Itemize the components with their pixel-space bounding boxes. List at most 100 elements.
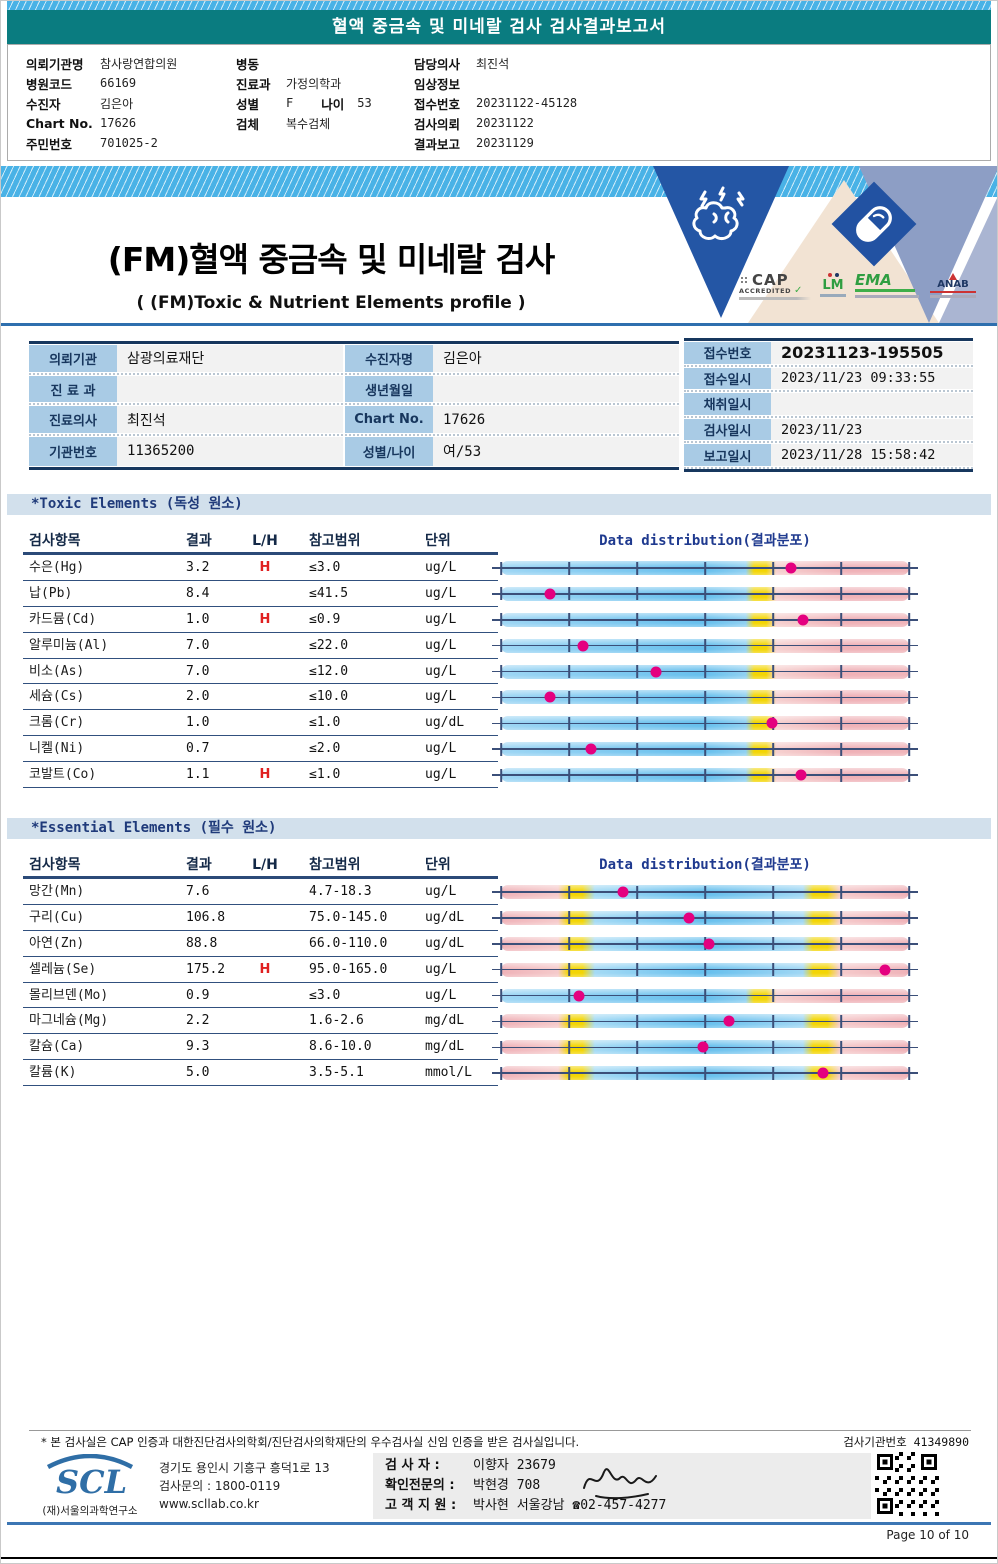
element-unit: ug/L xyxy=(425,663,457,679)
info-label: 진 료 과 xyxy=(29,375,117,403)
result-dot xyxy=(617,886,629,898)
toxic-table-header: 검사항목 결과 L/H 참고범위 단위 Data distribution(결과분포) xyxy=(23,528,975,554)
element-row: 수은(Hg) 3.2 H ≤3.0 ug/L xyxy=(23,555,975,581)
tick-mark xyxy=(908,768,910,782)
cap-caption-line xyxy=(739,297,811,300)
tick-mark xyxy=(840,742,842,756)
result-dot xyxy=(817,1067,829,1079)
anab-logo: ANAB xyxy=(930,273,976,298)
info-value: 삼광의료재단 xyxy=(117,345,343,372)
lab-address-block: 경기도 용인시 기흥구 흥덕1로 13 검사문의 : 1800-0119 www… xyxy=(159,1459,369,1513)
element-result: 106.8 xyxy=(186,909,226,925)
element-row: 아연(Zn) 88.8 66.0-110.0 ug/dL xyxy=(23,931,975,957)
element-result: 1.1 xyxy=(186,767,210,783)
tick-mark xyxy=(840,1066,842,1080)
info-value: 11365200 xyxy=(117,437,343,466)
tick-mark xyxy=(840,885,842,899)
column-header-col-range: 참고범위 xyxy=(309,857,361,873)
anab-flame-icon xyxy=(949,273,957,280)
column-header-col-lh: L/H xyxy=(252,533,278,549)
field-label: 의뢰기관명 xyxy=(26,56,84,72)
tick-mark xyxy=(500,1066,502,1080)
lab-org-number: 검사기관번호 41349890 xyxy=(843,1435,969,1449)
result-dot xyxy=(766,717,778,729)
element-name: 아연(Zn) xyxy=(29,935,85,951)
result-dot xyxy=(577,640,589,652)
tick-mark xyxy=(636,665,638,679)
element-name: 알루미늄(Al) xyxy=(29,637,109,653)
scl-logo: SCL xyxy=(46,1453,134,1501)
info-label: 보고일시 xyxy=(684,444,771,466)
column-header-col-result: 결과 xyxy=(186,533,212,549)
field-value: 66169 xyxy=(100,76,137,90)
info-label: 검사일시 xyxy=(684,418,771,441)
tick-mark xyxy=(704,1066,706,1080)
element-name: 구리(Cu) xyxy=(29,909,85,925)
element-name: 몰리브덴(Mo) xyxy=(29,987,109,1003)
tick-mark xyxy=(840,768,842,782)
tick-mark xyxy=(772,561,774,575)
patient-field-row: 임상정보 xyxy=(414,73,814,93)
essential-header-rule xyxy=(23,876,498,879)
patient-header-box: 의뢰기관명 참사랑연합의원 병원코드 66169 수진자 김은아 Chart No. 1762… xyxy=(7,44,991,161)
element-high-low-flag: H xyxy=(259,961,271,977)
tick-mark xyxy=(840,1040,842,1054)
toxic-header-rule xyxy=(23,552,498,555)
examiner-row: 검 사 자 : 이향자 23679 xyxy=(373,1453,871,1473)
tick-mark xyxy=(636,937,638,951)
tick-mark xyxy=(500,690,502,704)
field-value: F xyxy=(286,96,294,110)
element-reference-range: 3.5-5.1 xyxy=(309,1065,364,1081)
anab-red-bar xyxy=(930,291,976,293)
tick-mark xyxy=(500,885,502,899)
tick-mark xyxy=(500,768,502,782)
element-name: 셀레늄(Se) xyxy=(29,961,97,977)
patient-field-row: 접수번호 20231122-45128 xyxy=(414,93,814,113)
element-unit: ug/dL xyxy=(425,935,465,951)
tick-mark xyxy=(500,639,502,653)
ema-green-line xyxy=(855,289,915,292)
cap-check-icon: ✓ xyxy=(793,285,803,296)
distribution-bar xyxy=(492,1040,918,1055)
element-reference-range: ≤1.0 xyxy=(309,767,341,783)
tick-mark xyxy=(500,665,502,679)
info-value: 17626 xyxy=(433,406,679,434)
element-result: 7.0 xyxy=(186,663,210,679)
info-value: 20231123-195505 xyxy=(771,342,973,364)
tick-mark xyxy=(568,665,570,679)
element-reference-range: 8.6-10.0 xyxy=(309,1039,372,1055)
element-reference-range: ≤0.9 xyxy=(309,611,341,627)
tick-mark xyxy=(636,716,638,730)
element-reference-range: 95.0-165.0 xyxy=(309,961,388,977)
info-label: Chart No. xyxy=(345,406,433,434)
tick-mark xyxy=(568,989,570,1003)
tick-mark xyxy=(908,561,910,575)
tick-mark xyxy=(636,963,638,977)
column-header-col-unit: 단위 xyxy=(425,857,451,873)
tick-mark xyxy=(636,1014,638,1028)
element-reference-range: 75.0-145.0 xyxy=(309,909,388,925)
support-value: 박사현 서울강남 ☎02-457-4277 xyxy=(473,1497,667,1513)
distribution-bar xyxy=(492,716,918,731)
element-unit: mmol/L xyxy=(425,1065,472,1081)
column-header-col-lh: L/H xyxy=(252,857,278,873)
patient-field-row: 성별 F 나이 53 xyxy=(236,93,416,113)
tick-mark xyxy=(704,639,706,653)
tick-mark xyxy=(568,963,570,977)
tick-mark xyxy=(568,1040,570,1054)
patient-col1: 의뢰기관명 참사랑연합의원 병원코드 66169 수진자 김은아 Chart No. 1762… xyxy=(26,53,231,153)
column-header-col-range: 참고범위 xyxy=(309,533,361,549)
element-row: 몰리브덴(Mo) 0.9 ≤3.0 ug/L xyxy=(23,983,975,1009)
element-reference-range: 4.7-18.3 xyxy=(309,884,372,899)
element-result: 2.2 xyxy=(186,1013,210,1029)
tick-mark xyxy=(908,963,910,977)
tick-mark xyxy=(500,1014,502,1028)
specimen-info-left: 의뢰기관 삼광의료재단 수진자명 김은아 진 료 과 생년월일 진료의사 최진석 Chart N… xyxy=(29,341,679,470)
element-row: 망간(Mn) 7.6 4.7-18.3 ug/L xyxy=(23,879,975,905)
page-number: Page 10 of 10 xyxy=(886,1528,969,1542)
element-name: 카드뮴(Cd) xyxy=(29,611,97,627)
tick-mark xyxy=(772,742,774,756)
patient-field-row: 검사의뢰 20231122 xyxy=(414,113,814,133)
tick-mark xyxy=(772,963,774,977)
